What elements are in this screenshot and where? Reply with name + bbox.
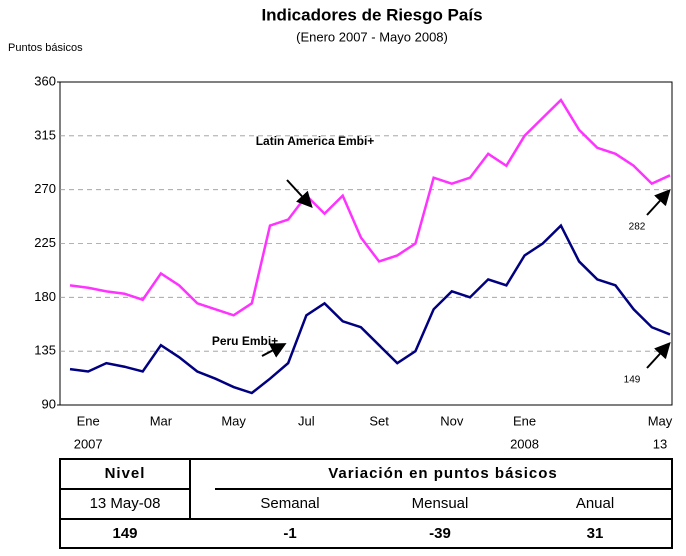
arrow xyxy=(646,189,671,216)
y-tick-label: 315 xyxy=(34,127,56,142)
chart-subtitle: (Enero 2007 - Mayo 2008) xyxy=(296,29,448,44)
table-frame xyxy=(59,458,673,549)
x-tick-label: Ene xyxy=(513,413,536,428)
x-tick-label: May xyxy=(648,413,673,428)
y-axis-label: Puntos básicos xyxy=(8,42,83,54)
x-tick-label: Jul xyxy=(298,413,315,428)
y-tick-label: 225 xyxy=(34,235,56,250)
table-cell: -39 xyxy=(429,525,451,542)
table-cell: 149 xyxy=(112,525,137,542)
y-tick-label: 90 xyxy=(42,396,56,411)
table-cell: Semanal xyxy=(260,495,319,512)
x-tick-label: 13 xyxy=(653,436,667,451)
series-label: Latin America Embi+ xyxy=(256,134,375,148)
table: Nivel Variación en puntos básicos 13 May… xyxy=(59,458,673,549)
x-tick-label: 2008 xyxy=(510,436,539,451)
series-line xyxy=(69,223,671,395)
table-header: Variación en puntos básicos xyxy=(328,465,558,482)
chart-title: Indicadores de Riesgo País xyxy=(261,5,482,24)
x-tick-label: 2007 xyxy=(74,436,103,451)
y-tick-label: 360 xyxy=(34,73,56,88)
table-cell: Anual xyxy=(576,495,614,512)
arrow xyxy=(286,179,313,208)
series-label: Peru Embi+ xyxy=(212,334,278,348)
x-tick-label: Set xyxy=(369,413,389,428)
y-tick-label: 180 xyxy=(34,289,56,304)
annotation: 149 xyxy=(624,375,641,386)
table-header: Nivel xyxy=(105,465,146,482)
arrow xyxy=(261,343,287,358)
y-tick-label: 135 xyxy=(34,343,56,358)
y-tick-label: 270 xyxy=(34,181,56,196)
annotation: 282 xyxy=(629,222,646,233)
series-line xyxy=(69,97,671,317)
x-tick-label: Mar xyxy=(150,413,173,428)
arrow xyxy=(646,342,671,369)
x-tick-label: Ene xyxy=(77,413,100,428)
table-cell: 31 xyxy=(587,525,604,542)
table-cell: -1 xyxy=(283,525,296,542)
table-cell: 13 May-08 xyxy=(90,495,161,512)
x-tick-label: May xyxy=(221,413,246,428)
x-tick-label: Nov xyxy=(440,413,464,428)
table-cell: Mensual xyxy=(412,495,469,512)
